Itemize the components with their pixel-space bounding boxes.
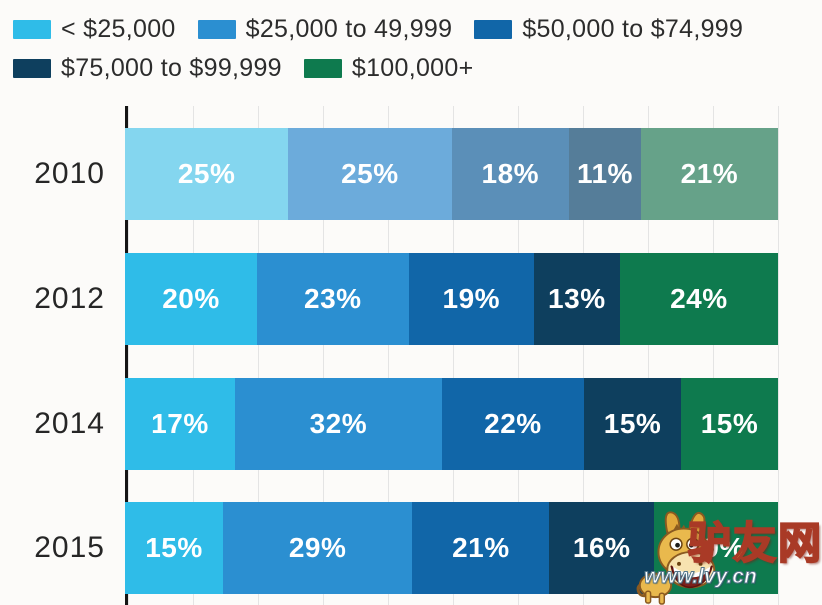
bar-rows: 2010 25% 25% 18% 11% 21% 2012 20% 23% 19% 13% 24…: [0, 106, 822, 605]
bar-segment: 22%: [441, 377, 585, 470]
bar-segment-value: 20%: [162, 282, 220, 314]
bar-segment: 24%: [619, 252, 778, 345]
bar-row: 2015 15% 29% 21% 16% 19%: [0, 480, 822, 605]
bar-segment-value: 22%: [484, 407, 542, 439]
bar-segment-value: 24%: [670, 282, 728, 314]
watermark-site-url: www.lvy.cn: [644, 565, 758, 589]
bar-row: 2010 25% 25% 18% 11% 21%: [0, 106, 822, 231]
legend-label: $25,000 to 49,999: [245, 15, 453, 43]
watermark-site-name: 驴友网: [687, 519, 822, 569]
bar-segment: 15%: [681, 377, 778, 470]
bar-row: 2012 20% 23% 19% 13% 24%: [0, 231, 822, 356]
legend-item: $75,000 to $99,999: [13, 54, 282, 83]
bar-segment: 20%: [125, 252, 257, 345]
bar-segment-value: 16%: [572, 532, 631, 564]
bar-segment-value: 19%: [442, 282, 501, 314]
donkey-mascot-icon: [636, 511, 716, 605]
bar-segment-value: 25%: [341, 158, 399, 189]
bar-segment: 23%: [256, 252, 409, 345]
year-label: 2015: [34, 531, 105, 565]
year-label: 2010: [34, 157, 105, 190]
stacked-bar: 20% 23% 19% 13% 24%: [125, 252, 778, 345]
watermark: 驴友网 www.lvy.cn: [628, 503, 822, 605]
bar-segment: 21%: [412, 502, 550, 595]
bar-segment: 17%: [125, 377, 235, 470]
legend-item: $100,000+: [303, 54, 474, 83]
bar-row: 2014 17% 32% 22% 15% 15%: [0, 356, 822, 481]
bar-segment: 13%: [533, 252, 620, 345]
bar-segment-value: 25%: [177, 158, 236, 189]
legend-swatch: [474, 20, 513, 39]
bar-segment: 18%: [451, 128, 570, 220]
legend-swatch: [303, 59, 342, 78]
bar-segment-value: 15%: [700, 407, 759, 439]
bar-segment: 25%: [125, 128, 289, 220]
stacked-bar: 17% 32% 22% 15% 15%: [125, 377, 778, 470]
legend-item: $50,000 to $74,999: [474, 15, 743, 44]
legend-label: $100,000+: [351, 54, 474, 82]
year-label: 2014: [34, 406, 105, 440]
legend-item: $25,000 to 49,999: [197, 15, 453, 44]
bar-segment: 19%: [408, 252, 534, 345]
bar-segment-value: 23%: [304, 282, 362, 314]
bar-segment-value: 18%: [481, 158, 540, 189]
legend-swatch: [13, 20, 51, 39]
year-label: 2012: [34, 281, 105, 315]
legend-label: $50,000 to $74,999: [522, 15, 744, 43]
bar-segment: 11%: [569, 128, 641, 220]
bar-segment: 29%: [222, 502, 413, 595]
bar-segment: 32%: [234, 377, 442, 470]
y-axis-line: [125, 106, 128, 605]
legend-swatch: [13, 59, 51, 78]
legend-label: $75,000 to $99,999: [61, 54, 282, 82]
bar-segment-value: 15%: [603, 407, 662, 439]
chart-legend: < $25,000 $25,000 to 49,999 $50,000 to $…: [13, 12, 809, 90]
bar-segment: 16%: [549, 502, 654, 595]
bar-segment-value: 21%: [452, 532, 510, 564]
bar-segment-value: 29%: [288, 532, 347, 564]
legend-item: < $25,000: [13, 15, 176, 44]
stacked-bar: 15% 29% 21% 16% 19%: [125, 502, 778, 595]
bar-segment-value: 21%: [680, 158, 739, 189]
stacked-bar: 25% 25% 18% 11% 21%: [125, 128, 778, 220]
bar-segment: 15%: [584, 377, 682, 470]
bar-segment-value: 32%: [309, 407, 368, 439]
legend-label: < $25,000: [61, 15, 176, 43]
legend-swatch: [197, 20, 236, 39]
bar-segment-value: 11%: [576, 158, 633, 189]
bar-segment: 21%: [640, 128, 778, 220]
bar-segment-value: 13%: [548, 282, 606, 314]
bar-segment-value: 15%: [145, 532, 203, 564]
bar-segment: 15%: [125, 502, 223, 595]
stacked-bar-chart: 2010 25% 25% 18% 11% 21% 2012 20% 23% 19% 13% 24…: [0, 106, 822, 605]
bar-segment: 25%: [288, 128, 452, 220]
bar-segment-value: 17%: [151, 407, 209, 439]
